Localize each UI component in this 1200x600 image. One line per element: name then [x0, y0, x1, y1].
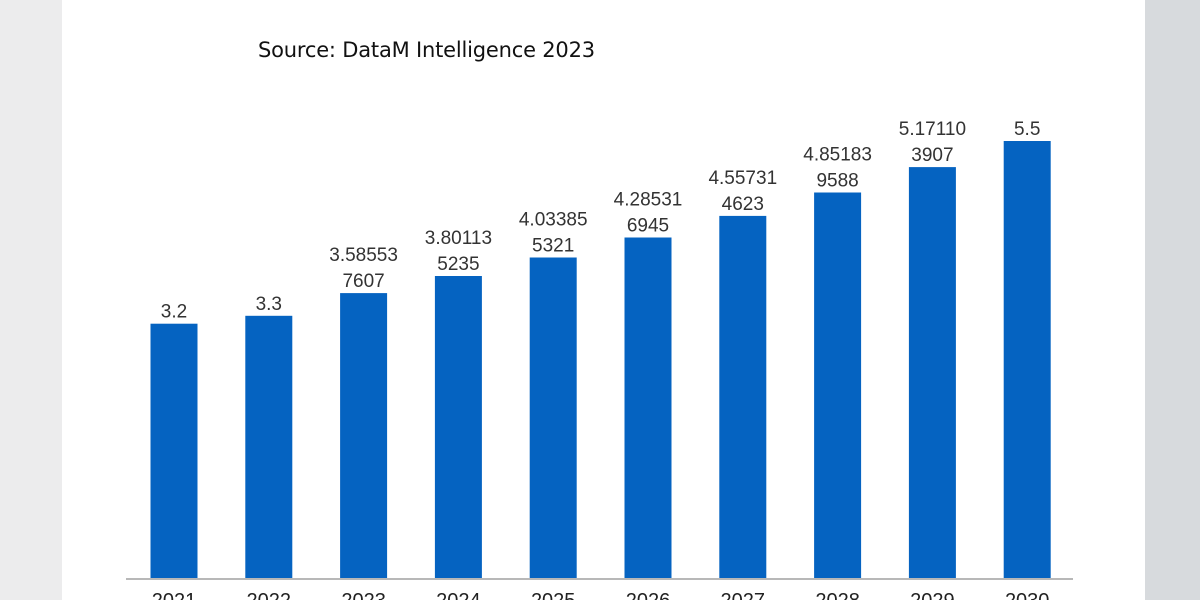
source-caption: Source: DataM Intelligence 2023: [258, 38, 595, 62]
data-label-2026: 4.28531 6945: [614, 190, 683, 237]
bar-2030: [1003, 141, 1051, 578]
bar-2026: [624, 237, 672, 578]
data-label-2023: 3.58553 7607: [329, 245, 398, 292]
data-label-line: 3907: [911, 145, 953, 166]
x-tick-label: 2021: [152, 590, 197, 600]
data-label-line: 5.17110: [899, 119, 966, 140]
x-tick-label: 2030: [1005, 590, 1050, 600]
x-tick-label: 2025: [531, 590, 576, 600]
bar-2022: [245, 315, 293, 578]
data-label-2029: 5.17110 3907: [899, 119, 966, 166]
bar-2025: [529, 257, 577, 578]
data-label-line: 4.85183: [803, 145, 872, 166]
data-label-2024: 3.80113 5235: [425, 228, 492, 275]
data-label-2021: 3.2: [161, 302, 187, 323]
data-label-line: 4.55731: [708, 168, 777, 189]
x-tick-label: 2022: [247, 590, 292, 600]
data-label-line: 3.2: [161, 302, 187, 323]
bar-2024: [434, 276, 482, 578]
x-tick-label: 2028: [815, 590, 860, 600]
data-label-line: 4623: [722, 194, 764, 215]
data-label-line: 7607: [342, 271, 384, 292]
bar-2027: [719, 215, 767, 578]
data-label-line: 3.80113: [425, 228, 492, 249]
bar-2021: [150, 323, 198, 578]
bar-2028: [814, 192, 862, 578]
data-label-2028: 4.85183 9588: [803, 145, 872, 192]
data-label-line: 5321: [532, 236, 574, 257]
data-label-line: 5235: [437, 254, 479, 275]
chart-card: [62, 0, 1145, 600]
bar-2023: [340, 293, 388, 578]
data-label-2030: 5.5: [1014, 119, 1040, 140]
x-tick-label: 2024: [436, 590, 481, 600]
data-label-line: 9588: [816, 171, 858, 192]
data-label-2025: 4.03385 5321: [519, 210, 588, 257]
data-label-line: 4.28531: [614, 190, 683, 211]
x-tick-label: 2027: [721, 590, 766, 600]
data-label-line: 6945: [627, 216, 669, 237]
x-tick-label: 2029: [910, 590, 955, 600]
data-label-line: 3.58553: [329, 245, 398, 266]
data-label-line: 5.5: [1014, 119, 1040, 140]
data-label-2027: 4.55731 4623: [708, 168, 777, 215]
x-tick-label: 2026: [626, 590, 671, 600]
x-tick-label: 2023: [341, 590, 386, 600]
data-label-2022: 3.3: [256, 294, 282, 315]
bar-2029: [908, 167, 956, 578]
data-label-line: 4.03385: [519, 210, 588, 231]
data-label-line: 3.3: [256, 294, 282, 315]
